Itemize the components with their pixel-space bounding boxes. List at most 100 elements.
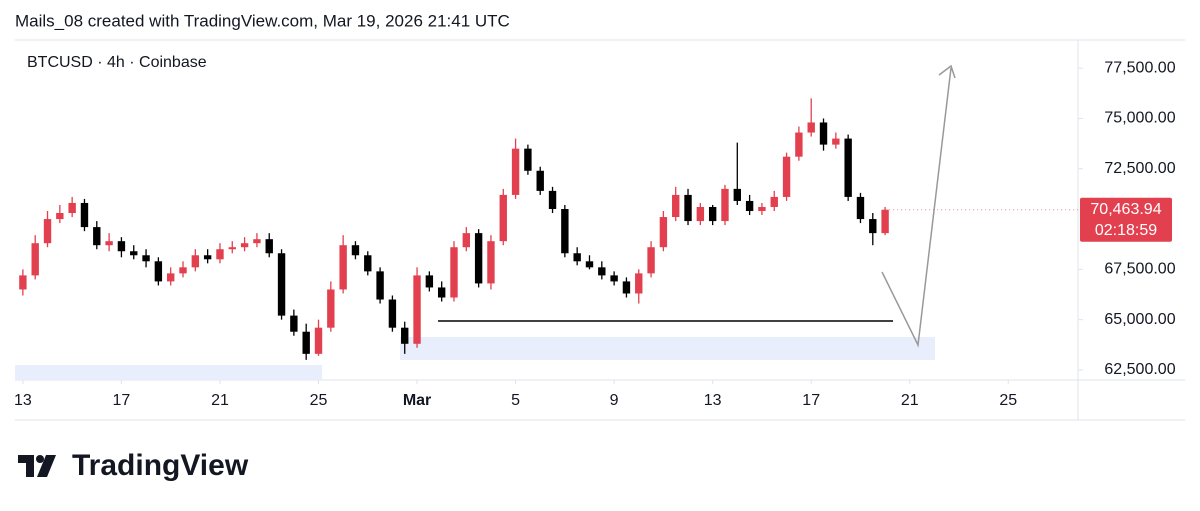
candle-body [228,247,236,250]
candle-body [622,281,631,294]
candle-body [721,188,729,222]
candle-body [351,245,360,256]
candle-body [339,245,347,290]
candle-body [437,287,446,298]
demand-zone [15,365,322,380]
candle-body [745,200,754,212]
candle-body [770,196,778,207]
candle-body [511,148,520,195]
demand-zone [400,337,935,360]
candle-body [425,275,434,288]
candle-body [117,241,126,252]
candle-body [166,273,175,282]
y-tick-label: 77,500.00 [1104,59,1175,76]
candle-body [795,132,803,157]
header: Mails_08 created with TradingView.com, M… [15,11,510,30]
x-tick-label: 25 [999,392,1017,409]
x-tick-label: 25 [310,392,328,409]
candle-body [93,227,101,246]
candle-body [499,194,507,242]
candle-body [56,213,64,220]
y-tick-label: 72,500.00 [1104,160,1175,177]
logo-text: TradingView [72,449,249,482]
candle-body [80,202,89,228]
x-tick-label: 21 [901,392,919,409]
arrow-head [938,64,956,79]
last-price-tag [1080,197,1172,242]
candle-body [672,194,680,218]
logo-icon [18,455,56,477]
candle-body [462,233,471,248]
countdown: 02:18:59 [1095,222,1157,239]
symbol-title: BTCUSD · 4h · Coinbase [27,54,207,71]
candle-body [708,206,717,222]
candle-body [856,196,865,220]
candle-body [31,243,39,276]
candle-body [758,206,766,212]
candle-body [832,138,840,145]
candle-body [216,249,224,260]
candle-body [659,217,668,248]
candle-body [240,243,249,248]
candle-body [302,331,310,354]
candle-body [487,241,495,284]
candle-body [253,239,261,244]
y-tick-label: 65,000.00 [1104,311,1175,328]
candle-body [19,275,27,290]
candle-body [43,219,52,244]
candle-body [314,327,323,354]
x-tick-label: 17 [113,392,131,409]
candle-body [105,241,113,246]
candle-body [733,188,741,201]
candle-body [413,275,421,344]
candle-body [819,122,828,145]
candle-body [364,255,372,272]
x-tick-label: 5 [511,392,520,409]
candle-body [401,327,409,344]
candle-body [869,219,877,234]
candle-body [647,247,655,274]
candle-body [154,261,163,282]
candle-body [142,255,150,262]
candle-body [684,194,692,222]
y-tick-label: 62,500.00 [1104,361,1175,378]
candle-body [290,315,298,332]
candle-body [68,202,76,214]
x-tick-label: 21 [211,392,229,409]
candle-body [327,289,335,328]
last-price-label: 70,463.94 [1090,201,1161,218]
candle-body [265,239,273,254]
candle-body [585,261,594,268]
candle-body [844,138,852,197]
candle-body [388,299,397,328]
projection-arrow [881,67,952,348]
candle-body [635,273,643,294]
candle-body [376,271,384,300]
candle-body [610,275,618,282]
candle-body [548,190,557,209]
candle-body [598,267,606,276]
candle-body [474,233,483,284]
candle-body [203,255,212,260]
plot: 62,500.00 65,000.00 67,500.00 72,500.00 75,0… [14,59,1176,409]
x-tick-label: 17 [802,392,820,409]
candle-body [524,148,532,171]
y-tick-label: 75,000.00 [1104,110,1175,127]
candle-body [277,253,286,316]
candle-body [573,253,581,262]
candle-body [782,156,791,197]
candle-body [807,122,815,133]
candle-body [191,255,200,268]
y-tick-label: 67,500.00 [1104,261,1175,278]
x-tick-label: 13 [14,392,32,409]
candle-body [130,251,138,256]
candle-body [561,208,569,254]
candle-body [696,206,705,222]
x-tick-label: Mar [403,392,431,409]
candle-body [536,170,544,191]
candle-body [881,209,889,234]
candle-body [450,247,458,298]
x-tick-label: 9 [610,392,619,409]
